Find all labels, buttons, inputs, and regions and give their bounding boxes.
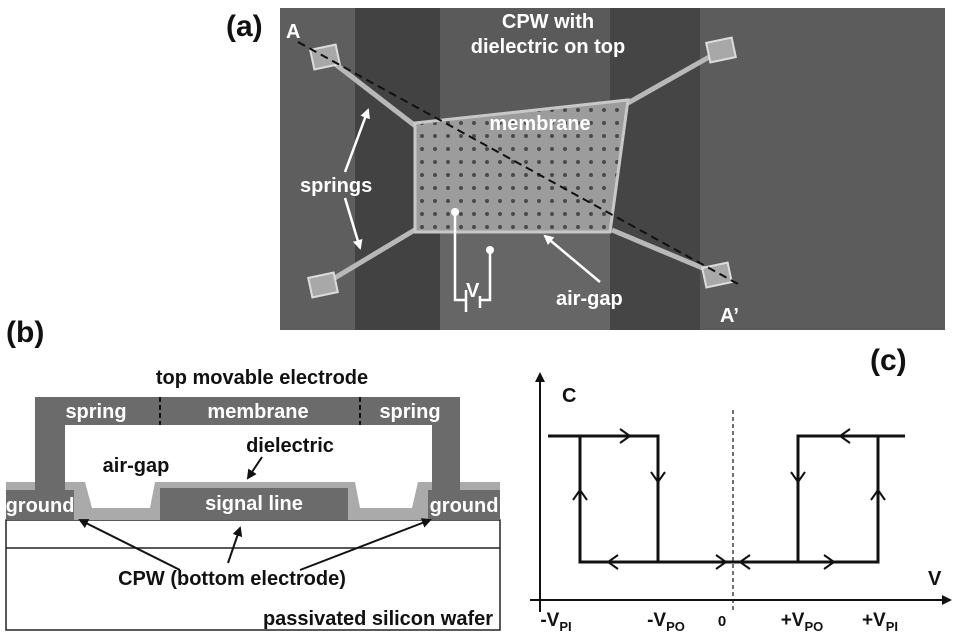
figure: (a) A A’ CPW with dielectric on top memb… bbox=[0, 0, 958, 634]
tick-subscript: PO bbox=[666, 619, 685, 634]
tick-label: -VPO bbox=[647, 610, 685, 634]
layer-label: spring bbox=[379, 401, 440, 423]
tick-label: +VPI bbox=[862, 610, 898, 634]
annotation: dielectric bbox=[246, 435, 334, 457]
axis-label: V bbox=[928, 568, 942, 590]
page: {"panel_a": {"label": "(a)", "point_a": … bbox=[0, 0, 958, 634]
tick-main: 0 bbox=[718, 613, 726, 630]
annotation: air-gap bbox=[103, 455, 170, 477]
tick-main: +V bbox=[862, 610, 886, 631]
annotation: dielectric on top bbox=[471, 36, 625, 58]
layer-label: signal line bbox=[205, 493, 303, 515]
axis-label: C bbox=[562, 385, 576, 407]
layer-label: ground bbox=[430, 495, 499, 517]
tick-subscript: PI bbox=[886, 619, 898, 634]
tick-subscript: PI bbox=[559, 619, 571, 634]
annotation: membrane bbox=[489, 113, 590, 135]
annotation: top movable electrode bbox=[156, 367, 368, 389]
panel-label: (a) bbox=[226, 10, 263, 43]
annotation: V bbox=[466, 280, 480, 302]
annotation: springs bbox=[300, 175, 372, 197]
tick-main: +V bbox=[781, 610, 805, 631]
panel-label: (b) bbox=[6, 316, 44, 349]
layer-label: ground bbox=[6, 495, 75, 517]
layer-label: membrane bbox=[207, 401, 308, 423]
tick-main: -V bbox=[540, 610, 559, 631]
annotation: passivated silicon wafer bbox=[263, 608, 493, 630]
hysteresis-plot bbox=[530, 374, 950, 612]
layer-label: spring bbox=[65, 401, 126, 423]
tick-label: 0 bbox=[718, 613, 726, 630]
tick-label: -VPI bbox=[540, 610, 571, 634]
annotation: air-gap bbox=[556, 288, 623, 310]
panel-label: (c) bbox=[870, 344, 907, 377]
tick-subscript: PO bbox=[804, 619, 823, 634]
tick-label: +VPO bbox=[781, 610, 824, 634]
annotation: CPW (bottom electrode) bbox=[118, 568, 346, 590]
annotation: CPW with bbox=[502, 11, 594, 33]
point-label: A’ bbox=[720, 305, 739, 327]
tick-main: -V bbox=[647, 610, 666, 631]
point-label: A bbox=[286, 21, 300, 43]
